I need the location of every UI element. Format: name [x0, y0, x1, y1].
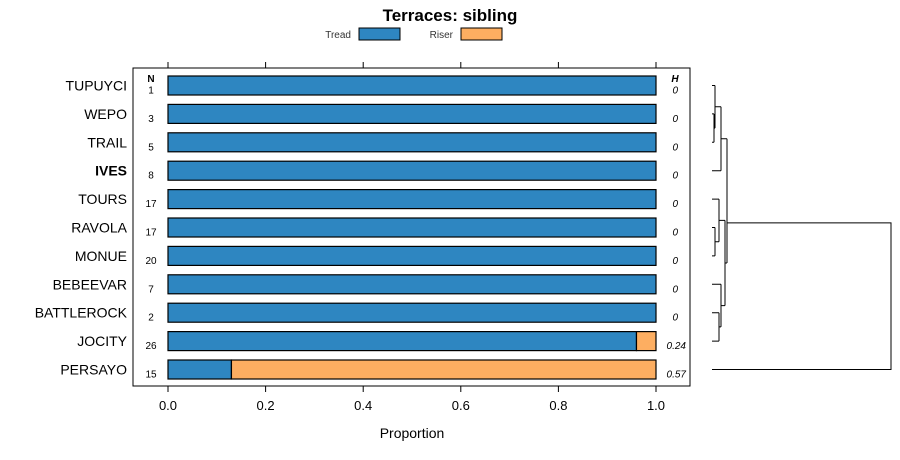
tread-bar	[167, 103, 657, 125]
h-value: 0	[672, 256, 678, 267]
n-value: 8	[148, 171, 154, 182]
category-label: BATTLEROCK	[35, 305, 128, 321]
h-value: 0	[672, 228, 678, 239]
x-tick-label: 1.0	[647, 398, 665, 413]
bar-row: IVES 8 0	[95, 160, 678, 182]
x-axis: 0.0 0.2 0.4 0.6 0.8 1.0	[159, 62, 665, 413]
bar-row: BATTLEROCK 2 0	[35, 302, 678, 324]
x-tick-label: 0.6	[452, 398, 470, 413]
category-label: IVES	[95, 163, 127, 179]
tread-bar	[167, 132, 657, 153]
chart-title: Terraces: sibling	[383, 6, 518, 25]
h-value: 0	[672, 313, 678, 324]
x-tick-label: 0.2	[257, 398, 275, 413]
bar-row: PERSAYO 15 0.57	[60, 359, 687, 381]
n-value: 3	[148, 114, 154, 125]
category-label: TOURS	[78, 191, 127, 207]
tread-bar	[167, 160, 657, 181]
dendrogram-branch	[712, 106, 722, 172]
h-value: 0	[672, 171, 678, 182]
h-value: 0	[672, 284, 678, 295]
h-column-header: H	[671, 74, 679, 85]
x-axis-title: Proportion	[380, 425, 445, 441]
bar-row: MONUE 20 0	[75, 245, 678, 267]
n-value: 2	[148, 313, 154, 324]
category-label: TRAIL	[87, 134, 127, 150]
riser-bar	[635, 331, 657, 352]
dendrogram-root	[712, 222, 892, 370]
bar-row: JOCITY 26 0.24	[77, 331, 687, 352]
dendrogram-branch	[712, 312, 720, 342]
tread-bar	[167, 245, 657, 266]
legend-swatch-tread	[358, 27, 401, 41]
riser-bar	[230, 359, 657, 380]
category-label: WEPO	[84, 106, 127, 122]
dendrogram-branch	[712, 227, 716, 257]
legend-label-riser: Riser	[430, 30, 454, 41]
category-label: TUPUYCI	[66, 78, 127, 94]
tread-bar	[167, 75, 657, 96]
bar-row: RAVOLA 17 0	[71, 217, 678, 239]
n-value: 20	[145, 256, 157, 267]
bar-row: TUPUYCI 1 0	[66, 75, 678, 97]
h-value: 0.24	[667, 341, 687, 352]
tread-bar	[167, 302, 657, 323]
dendrogram-branch	[719, 219, 726, 307]
category-label: PERSAYO	[60, 362, 127, 378]
n-value: 7	[148, 284, 154, 295]
x-tick-label: 0.0	[159, 398, 177, 413]
bar-row: WEPO 3 0	[84, 103, 678, 125]
x-tick-label: 0.4	[354, 398, 372, 413]
plot-frame	[132, 67, 691, 387]
bar-row: TOURS 17 0	[78, 189, 678, 210]
legend: Tread Riser	[325, 27, 503, 41]
h-value: 0	[672, 142, 678, 153]
h-value: 0	[672, 199, 678, 210]
dendrogram-branch	[721, 138, 728, 264]
tread-bar	[167, 189, 657, 210]
tread-bar	[167, 359, 233, 380]
tread-bar	[167, 217, 657, 238]
h-value: 0	[672, 86, 678, 97]
legend-swatch-riser	[460, 27, 503, 41]
category-label: BEBEEVAR	[53, 276, 127, 292]
n-column-header: N	[147, 74, 154, 85]
n-value: 5	[148, 142, 154, 153]
tread-bar	[167, 331, 638, 352]
n-value: 17	[145, 199, 157, 210]
category-label: MONUE	[75, 248, 127, 264]
bar-row: TRAIL 5 0	[87, 132, 678, 153]
n-value: 26	[145, 341, 157, 352]
legend-label-tread: Tread	[325, 30, 351, 41]
h-value: 0.57	[667, 370, 687, 381]
dendrogram	[712, 85, 892, 370]
bar-row: BEBEEVAR 7 0	[53, 274, 678, 295]
n-value: 17	[145, 228, 157, 239]
dendrogram-branch	[712, 283, 722, 328]
category-label: RAVOLA	[71, 220, 127, 236]
h-value: 0	[672, 114, 678, 125]
tread-bar	[167, 274, 657, 295]
dendrogram-branch	[712, 113, 715, 143]
category-label: JOCITY	[77, 333, 127, 349]
n-value: 15	[145, 370, 157, 381]
x-tick-label: 0.8	[549, 398, 567, 413]
n-value: 1	[148, 86, 154, 97]
